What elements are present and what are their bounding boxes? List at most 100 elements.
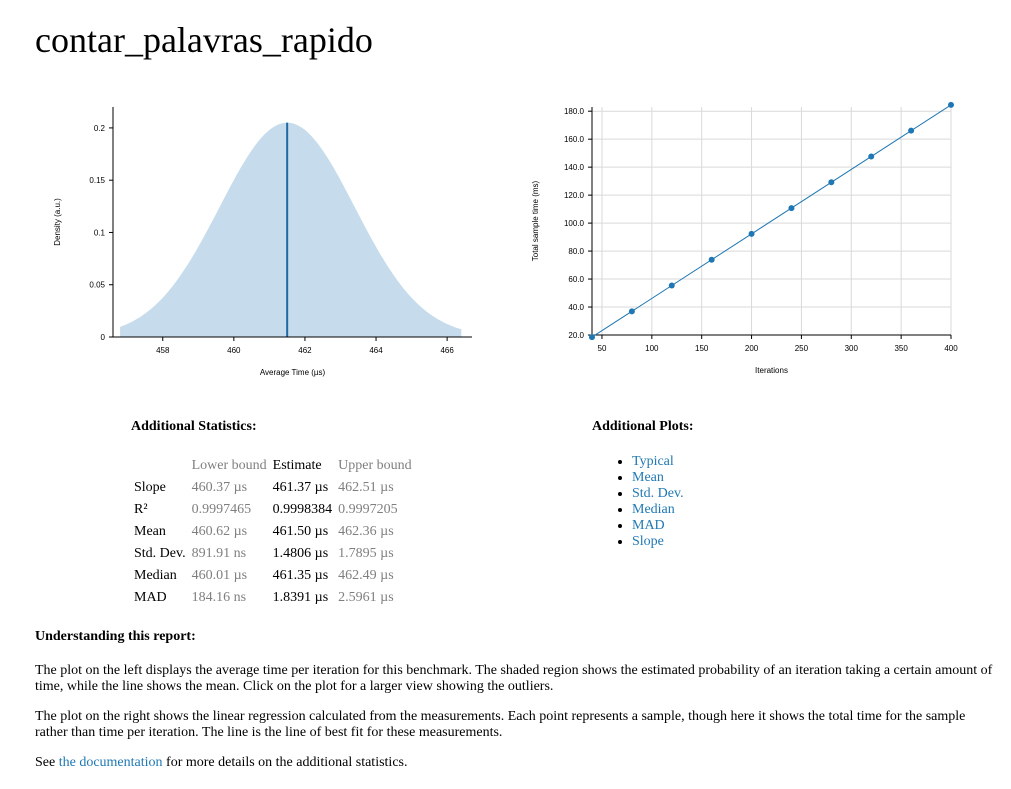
pdf-plot[interactable]: 458 460 462 464 466 0 0.05 0.1 0.15 0.2 Average Ti… bbox=[35, 95, 485, 385]
link-std-dev[interactable]: Std. Dev. bbox=[632, 486, 684, 501]
see-text: See bbox=[35, 755, 59, 770]
lower-bound-cell: 184.16 ns bbox=[191, 590, 247, 605]
link-slope[interactable]: Slope bbox=[632, 534, 664, 549]
header-empty bbox=[131, 455, 189, 477]
x-tick-label: 464 bbox=[369, 346, 383, 355]
additional-plots-heading: Additional Plots: bbox=[592, 419, 694, 434]
y-tick-label: 40.0 bbox=[568, 303, 584, 312]
lower-bound-cell: 891.91 ns bbox=[191, 546, 247, 561]
sample-point bbox=[589, 334, 595, 341]
lower-bound-cell: 460.37 µs bbox=[191, 480, 248, 495]
table-row: Mean 460.62 µs 461.50 µs 462.36 µs bbox=[131, 521, 415, 543]
x-axis-label: Iterations bbox=[755, 366, 788, 375]
estimate-cell: 0.9998384 bbox=[272, 502, 333, 517]
page-title: contar_palavras_rapido bbox=[35, 20, 373, 60]
list-item: Median bbox=[632, 502, 684, 518]
link-typical[interactable]: Typical bbox=[632, 454, 674, 469]
x-tick-label: 466 bbox=[440, 346, 454, 355]
explanation-paragraph-1: The plot on the left displays the averag… bbox=[35, 663, 993, 694]
list-item: Mean bbox=[632, 470, 684, 486]
header-lower-bound: Lower bound bbox=[191, 458, 267, 473]
explanation-section: Understanding this report: The plot on t… bbox=[35, 629, 995, 771]
y-tick-label: 80.0 bbox=[568, 247, 584, 256]
list-item: Typical bbox=[632, 454, 684, 470]
additional-statistics-heading: Additional Statistics: bbox=[131, 419, 257, 434]
header-estimate: Estimate bbox=[272, 458, 322, 473]
y-tick-label: 20.0 bbox=[568, 331, 584, 340]
x-tick-label: 460 bbox=[227, 346, 241, 355]
y-tick-label: 140.0 bbox=[564, 163, 585, 172]
row-label: Median bbox=[134, 568, 177, 583]
list-item: Std. Dev. bbox=[632, 486, 684, 502]
table-row: MAD 184.16 ns 1.8391 µs 2.5961 µs bbox=[131, 587, 415, 609]
x-tick-label: 100 bbox=[645, 344, 659, 353]
lower-bound-cell: 0.9997465 bbox=[191, 502, 252, 517]
y-axis-label: Total sample time (ms) bbox=[531, 180, 540, 261]
table-row: R² 0.9997465 0.9998384 0.9997205 bbox=[131, 499, 415, 521]
x-tick-label: 200 bbox=[745, 344, 759, 353]
link-mad[interactable]: MAD bbox=[632, 518, 665, 533]
y-tick-label: 160.0 bbox=[564, 135, 585, 144]
row-label: MAD bbox=[134, 590, 167, 605]
y-tick-label: 0.15 bbox=[89, 176, 105, 185]
estimate-cell: 1.4806 µs bbox=[272, 546, 329, 561]
explanation-paragraph-2: The plot on the right shows the linear r… bbox=[35, 709, 966, 740]
sample-point bbox=[908, 127, 915, 134]
x-tick-label: 458 bbox=[156, 346, 170, 355]
estimate-cell: 461.50 µs bbox=[272, 524, 329, 539]
sample-point bbox=[628, 308, 635, 315]
additional-plots-list: Typical Mean Std. Dev. Median MAD Slope bbox=[614, 454, 684, 550]
documentation-link[interactable]: the documentation bbox=[58, 755, 163, 770]
x-tick-label: 50 bbox=[598, 344, 607, 353]
upper-bound-cell: 462.51 µs bbox=[338, 480, 394, 495]
x-tick-label: 462 bbox=[298, 346, 312, 355]
upper-bound-cell: 462.36 µs bbox=[338, 524, 394, 539]
details-text: for more details on the additional stati… bbox=[162, 755, 408, 770]
sample-point bbox=[828, 179, 835, 186]
list-item: MAD bbox=[632, 518, 684, 534]
row-label: R² bbox=[134, 502, 148, 517]
statistics-table: Lower bound Estimate Upper bound Slope 4… bbox=[131, 455, 415, 609]
sample-point bbox=[788, 205, 795, 212]
pdf-area bbox=[120, 122, 462, 337]
regression-line bbox=[591, 104, 952, 338]
y-tick-label: 120.0 bbox=[564, 191, 585, 200]
row-label: Mean bbox=[134, 524, 166, 539]
table-row: Median 460.01 µs 461.35 µs 462.49 µs bbox=[131, 565, 415, 587]
y-tick-label: 180.0 bbox=[564, 107, 585, 116]
y-tick-label: 0.05 bbox=[89, 281, 105, 290]
header-upper-bound: Upper bound bbox=[338, 458, 412, 473]
y-tick-label: 0.1 bbox=[94, 228, 106, 237]
table-row: Std. Dev. 891.91 ns 1.4806 µs 1.7895 µs bbox=[131, 543, 415, 565]
sample-point bbox=[868, 153, 875, 160]
y-tick-label: 0 bbox=[101, 333, 106, 342]
y-axis-label: Density (a.u.) bbox=[53, 198, 62, 246]
sample-point bbox=[668, 282, 675, 289]
estimate-cell: 1.8391 µs bbox=[272, 590, 329, 605]
table-row: Slope 460.37 µs 461.37 µs 462.51 µs bbox=[131, 477, 415, 499]
explanation-paragraph-3: See the documentation for more details o… bbox=[35, 755, 995, 771]
regression-plot[interactable]: 50 100 150 200 250 300 350 400 20.0 40.0 60.0 80.0 1… bbox=[520, 95, 970, 385]
y-tick-label: 100.0 bbox=[564, 219, 585, 228]
upper-bound-cell: 462.49 µs bbox=[338, 568, 394, 583]
sample-point bbox=[748, 230, 755, 237]
upper-bound-cell: 0.9997205 bbox=[338, 502, 398, 517]
sample-point bbox=[708, 256, 715, 263]
x-tick-label: 300 bbox=[845, 344, 859, 353]
estimate-cell: 461.37 µs bbox=[272, 480, 329, 495]
row-label: Std. Dev. bbox=[134, 546, 186, 561]
upper-bound-cell: 1.7895 µs bbox=[338, 546, 394, 561]
x-axis-label: Average Time (µs) bbox=[260, 368, 326, 377]
x-tick-label: 250 bbox=[795, 344, 809, 353]
x-tick-label: 150 bbox=[695, 344, 709, 353]
table-header-row: Lower bound Estimate Upper bound bbox=[131, 455, 415, 477]
link-mean[interactable]: Mean bbox=[632, 470, 664, 485]
list-item: Slope bbox=[632, 534, 684, 550]
x-tick-label: 400 bbox=[944, 344, 958, 353]
upper-bound-cell: 2.5961 µs bbox=[338, 590, 394, 605]
link-median[interactable]: Median bbox=[632, 502, 675, 517]
x-tick-label: 350 bbox=[894, 344, 908, 353]
y-tick-label: 60.0 bbox=[568, 275, 584, 284]
y-tick-label: 0.2 bbox=[94, 124, 106, 133]
estimate-cell: 461.35 µs bbox=[272, 568, 329, 583]
